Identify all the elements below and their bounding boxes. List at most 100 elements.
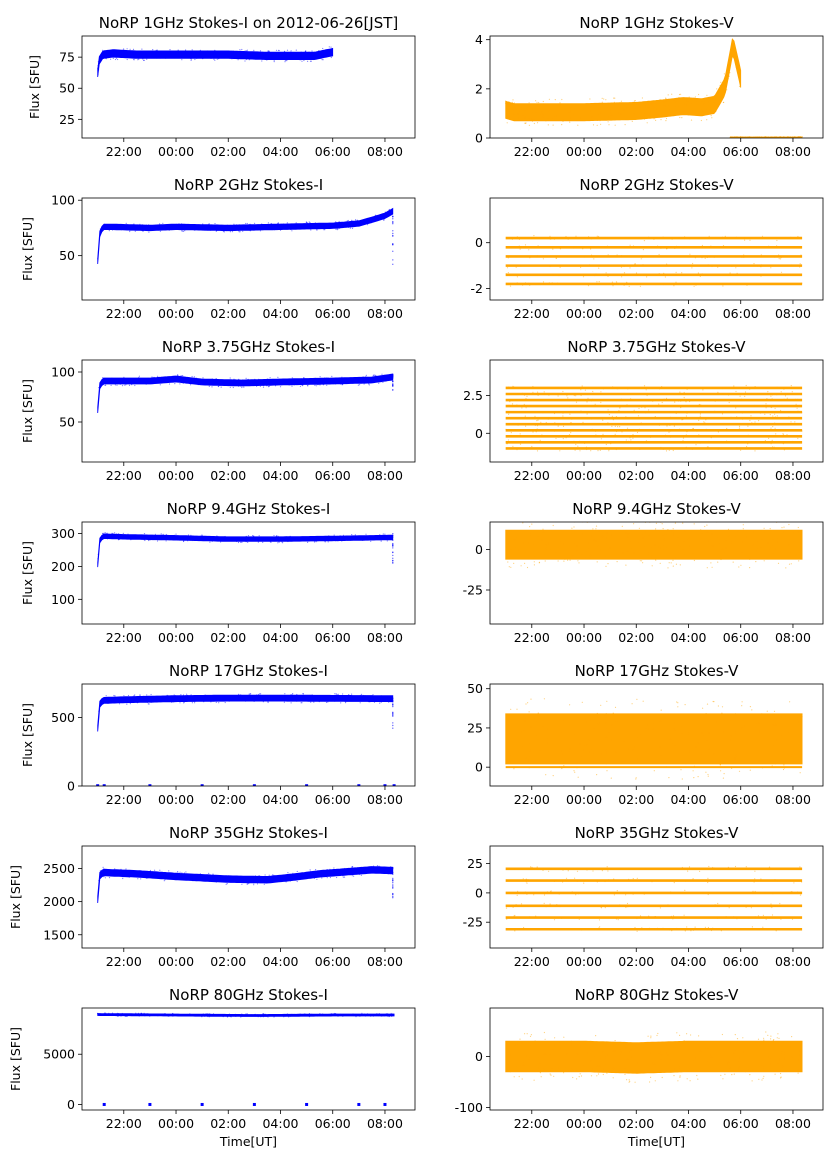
x-tick-label: 00:00 bbox=[566, 144, 602, 159]
plot-area bbox=[97, 865, 394, 904]
chart-title: NoRP 80GHz Stokes-V bbox=[575, 986, 740, 1004]
x-tick-label: 04:00 bbox=[262, 954, 298, 969]
chart-title: NoRP 2GHz Stokes-V bbox=[579, 176, 734, 194]
y-axis-label: Flux [SFU] bbox=[20, 379, 35, 443]
axes-frame bbox=[489, 359, 824, 463]
y-tick-label: 100 bbox=[51, 592, 75, 607]
x-tick-label: 08:00 bbox=[775, 954, 811, 969]
series-0-noise-points bbox=[97, 1012, 394, 1018]
x-tick-label: 08:00 bbox=[367, 144, 403, 159]
x-tick-label: 22:00 bbox=[106, 630, 142, 645]
marker-3 bbox=[252, 1102, 256, 1106]
y-tick-label: 0 bbox=[475, 760, 483, 775]
x-tick-label: 02:00 bbox=[210, 144, 246, 159]
x-tick-label: 02:00 bbox=[618, 144, 654, 159]
series-0-noise-points bbox=[98, 373, 392, 389]
axes-frame bbox=[489, 1007, 824, 1111]
x-tick-label: 08:00 bbox=[775, 792, 811, 807]
x-tick-label: 22:00 bbox=[514, 954, 550, 969]
y-tick-label: 0 bbox=[475, 1049, 483, 1064]
x-tick-label: 08:00 bbox=[367, 954, 403, 969]
marker-4 bbox=[305, 1102, 309, 1106]
plot-area bbox=[97, 532, 394, 568]
x-tick-label: 22:00 bbox=[106, 144, 142, 159]
x-tick-label: 08:00 bbox=[775, 1116, 811, 1131]
x-tick-label: 08:00 bbox=[367, 1116, 403, 1131]
chart-panel-3: 22:00 00:00 02:00 04:00 06:00 08:00 -2 0 NoRP 2G… bbox=[471, 176, 824, 321]
chart-panel-13: 22:00 00:00 02:00 04:00 06:00 08:00 -100 0 NoRP … bbox=[455, 986, 824, 1149]
marker-1 bbox=[102, 784, 106, 786]
plot-area bbox=[97, 207, 394, 265]
x-tick-label: 00:00 bbox=[566, 1116, 602, 1131]
series-0-band bbox=[97, 207, 394, 265]
x-tick-label: 02:00 bbox=[210, 468, 246, 483]
y-axis-label: Flux [SFU] bbox=[20, 217, 35, 281]
plot-area bbox=[505, 384, 803, 452]
x-axis-label: Time[UT] bbox=[219, 1134, 277, 1149]
plot-area bbox=[96, 693, 396, 786]
series-0-noise-points bbox=[97, 208, 393, 260]
x-tick-label: 22:00 bbox=[106, 792, 142, 807]
marker-0 bbox=[102, 1102, 106, 1106]
series-0-noise-points bbox=[505, 47, 741, 126]
plot-area bbox=[505, 865, 803, 932]
x-tick-label: 22:00 bbox=[514, 792, 550, 807]
x-tick-label: 02:00 bbox=[210, 1116, 246, 1131]
chart-title: NoRP 17GHz Stokes-V bbox=[575, 662, 740, 680]
x-tick-label: 06:00 bbox=[723, 468, 759, 483]
x-tick-label: 08:00 bbox=[775, 630, 811, 645]
x-tick-label: 08:00 bbox=[775, 306, 811, 321]
x-tick-label: 02:00 bbox=[618, 792, 654, 807]
marker-points bbox=[102, 1102, 387, 1106]
x-tick-label: 02:00 bbox=[618, 468, 654, 483]
axes-frame bbox=[81, 35, 416, 139]
x-tick-label: 04:00 bbox=[262, 1116, 298, 1131]
y-tick-label: 2.5 bbox=[463, 388, 483, 403]
y-tick-label: 75 bbox=[59, 50, 75, 65]
marker-2 bbox=[200, 1102, 204, 1106]
dropout-0 bbox=[392, 697, 394, 729]
x-tick-label: 00:00 bbox=[158, 144, 194, 159]
x-tick-label: 04:00 bbox=[670, 1116, 706, 1131]
chart-panel-8: 22:00 00:00 02:00 04:00 06:00 08:00 0 500 NoRP 1… bbox=[20, 662, 416, 807]
series-quantized-levels bbox=[505, 865, 803, 932]
series-quantized-levels bbox=[505, 235, 803, 287]
x-tick-label: 02:00 bbox=[210, 792, 246, 807]
x-tick-label: 22:00 bbox=[106, 306, 142, 321]
x-tick-label: 06:00 bbox=[315, 1116, 351, 1131]
x-tick-label: 04:00 bbox=[670, 630, 706, 645]
plot-area bbox=[505, 1031, 803, 1083]
series-0-band bbox=[505, 529, 803, 560]
series-0-noise-points bbox=[507, 698, 803, 780]
y-tick-label: 25 bbox=[467, 856, 483, 871]
y-tick-label: 100 bbox=[51, 193, 75, 208]
y-tick-label: 50 bbox=[59, 415, 75, 430]
chart-title: NoRP 80GHz Stokes-I bbox=[169, 986, 328, 1004]
y-axis-label: Flux [SFU] bbox=[20, 703, 35, 767]
x-tick-label: 22:00 bbox=[514, 306, 550, 321]
y-axis-label: Flux [SFU] bbox=[8, 1027, 23, 1091]
x-tick-label: 04:00 bbox=[670, 792, 706, 807]
marker-2 bbox=[148, 784, 152, 786]
marker-5 bbox=[357, 1102, 361, 1106]
y-tick-label: -25 bbox=[463, 915, 483, 930]
x-tick-label: 22:00 bbox=[106, 1116, 142, 1131]
x-tick-label: 02:00 bbox=[618, 1116, 654, 1131]
y-tick-label: 100 bbox=[51, 365, 75, 380]
x-tick-label: 00:00 bbox=[566, 468, 602, 483]
x-tick-label: 06:00 bbox=[723, 306, 759, 321]
x-tick-label: 08:00 bbox=[367, 306, 403, 321]
y-tick-label: 0 bbox=[475, 426, 483, 441]
x-tick-label: 06:00 bbox=[723, 792, 759, 807]
plot-area bbox=[505, 522, 803, 569]
y-tick-label: -100 bbox=[455, 1100, 483, 1115]
x-tick-label: 00:00 bbox=[158, 630, 194, 645]
x-tick-label: 22:00 bbox=[514, 1116, 550, 1131]
chart-title: NoRP 1GHz Stokes-V bbox=[579, 14, 734, 32]
x-tick-label: 04:00 bbox=[262, 144, 298, 159]
x-tick-label: 02:00 bbox=[618, 954, 654, 969]
chart-panel-9: 22:00 00:00 02:00 04:00 06:00 08:00 0 25 50 NoRP … bbox=[467, 662, 824, 807]
x-tick-label: 00:00 bbox=[158, 954, 194, 969]
x-tick-label: 00:00 bbox=[158, 1116, 194, 1131]
x-tick-label: 04:00 bbox=[262, 306, 298, 321]
